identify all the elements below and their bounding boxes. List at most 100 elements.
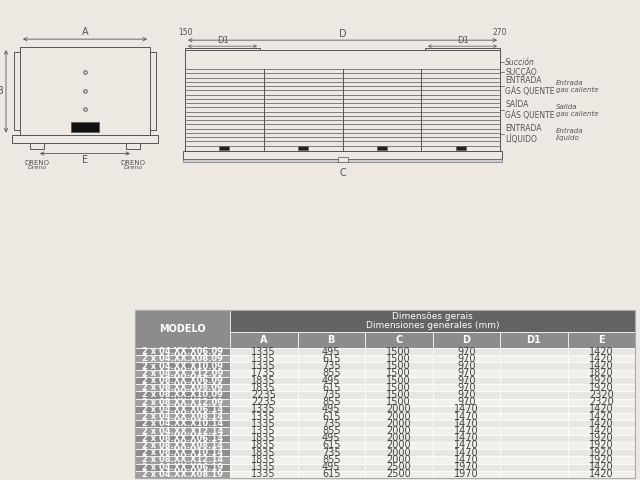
Bar [183, 158, 502, 162]
Bar [230, 370, 298, 377]
Text: E: E [598, 335, 605, 345]
Text: 2 x 08.XX.X12.09: 2 x 08.XX.X12.09 [142, 397, 223, 407]
Bar [230, 406, 298, 413]
Text: 855: 855 [322, 397, 340, 407]
Bar [230, 428, 298, 435]
Text: Entrada
líquido: Entrada líquido [556, 128, 584, 141]
Bar [568, 435, 635, 442]
Text: 1470: 1470 [454, 448, 479, 458]
Text: 2 x 04.XX.X08.19: 2 x 04.XX.X08.19 [142, 470, 223, 479]
Text: 1420: 1420 [589, 354, 614, 364]
Bar [433, 377, 500, 384]
Text: 1420: 1420 [589, 419, 614, 429]
Bar [500, 370, 568, 377]
Bar [135, 449, 230, 456]
Bar [365, 377, 433, 384]
Text: 615: 615 [322, 412, 340, 421]
Bar [230, 435, 298, 442]
Bar [365, 413, 433, 420]
Bar [568, 420, 635, 428]
Bar [135, 310, 230, 348]
Bar [500, 384, 568, 391]
Bar [230, 471, 298, 478]
Bar [298, 420, 365, 428]
Bar [568, 428, 635, 435]
Text: 1500: 1500 [387, 347, 411, 357]
Text: 1500: 1500 [387, 383, 411, 393]
Bar [298, 428, 365, 435]
Bar [433, 435, 500, 442]
Bar [298, 370, 365, 377]
Bar [365, 362, 433, 370]
Text: 2235: 2235 [252, 397, 276, 407]
Text: 270: 270 [493, 28, 508, 37]
Text: C: C [339, 168, 346, 178]
Bar [500, 391, 568, 398]
Bar [365, 471, 433, 478]
Text: 1970: 1970 [454, 469, 479, 480]
Bar [433, 471, 500, 478]
Text: 1335: 1335 [252, 462, 276, 472]
Bar [230, 464, 298, 471]
Bar [500, 355, 568, 362]
Bar [433, 362, 500, 370]
Bar [298, 442, 365, 449]
Bar [568, 377, 635, 384]
Bar [230, 310, 635, 332]
Text: 1835: 1835 [252, 383, 276, 393]
Text: 2 x 04.XX.X12.14: 2 x 04.XX.X12.14 [142, 427, 223, 435]
Text: 495: 495 [322, 462, 340, 472]
Bar [135, 464, 230, 471]
Bar [500, 456, 568, 464]
Bar [365, 348, 433, 355]
Text: 2 x 04.XX.X12.09: 2 x 04.XX.X12.09 [142, 369, 223, 378]
Text: 2000: 2000 [387, 448, 411, 458]
Text: 1470: 1470 [454, 455, 479, 465]
Text: 735: 735 [322, 390, 340, 400]
Bar [230, 355, 298, 362]
Text: 1420: 1420 [589, 404, 614, 414]
Bar [135, 413, 230, 420]
Bar [365, 398, 433, 406]
Text: 1335: 1335 [252, 354, 276, 364]
Bar [20, 47, 150, 135]
Text: Salida
gas caliente: Salida gas caliente [556, 104, 598, 117]
Text: D1: D1 [526, 335, 541, 345]
Text: SAÍDA
GÁS QUENTE: SAÍDA GÁS QUENTE [505, 100, 554, 120]
Bar [230, 420, 298, 428]
Bar [298, 355, 365, 362]
Text: 970: 970 [457, 354, 476, 364]
Bar [568, 370, 635, 377]
Text: 615: 615 [322, 383, 340, 393]
Text: 495: 495 [322, 375, 340, 385]
Text: 615: 615 [322, 469, 340, 480]
Bar [433, 428, 500, 435]
Text: SUCÇÃO: SUCÇÃO [505, 67, 537, 77]
Bar [365, 442, 433, 449]
Bar [433, 398, 500, 406]
Bar [135, 428, 230, 435]
Bar [500, 471, 568, 478]
Text: 1335: 1335 [252, 412, 276, 421]
Text: ENTRADA
LÍQUIDO: ENTRADA LÍQUIDO [505, 124, 541, 144]
Text: 1470: 1470 [454, 433, 479, 443]
Bar [298, 391, 365, 398]
Text: 150: 150 [178, 28, 192, 37]
Text: 970: 970 [457, 361, 476, 371]
Text: 2 x 04.XX.X06.19: 2 x 04.XX.X06.19 [142, 463, 223, 472]
Text: D: D [462, 335, 470, 345]
Bar [126, 143, 140, 148]
Text: 1470: 1470 [454, 441, 479, 451]
Bar [230, 362, 298, 370]
Bar [433, 355, 500, 362]
Bar [568, 398, 635, 406]
Text: 2000: 2000 [387, 404, 411, 414]
Text: 495: 495 [322, 404, 340, 414]
Text: 1470: 1470 [454, 412, 479, 421]
Text: 2 x 04.XX.X10.14: 2 x 04.XX.X10.14 [142, 420, 223, 428]
Bar [500, 332, 568, 348]
Text: Entrada
gas caliente: Entrada gas caliente [556, 80, 598, 93]
Bar [220, 145, 229, 150]
Bar [230, 391, 298, 398]
Bar [185, 50, 500, 151]
